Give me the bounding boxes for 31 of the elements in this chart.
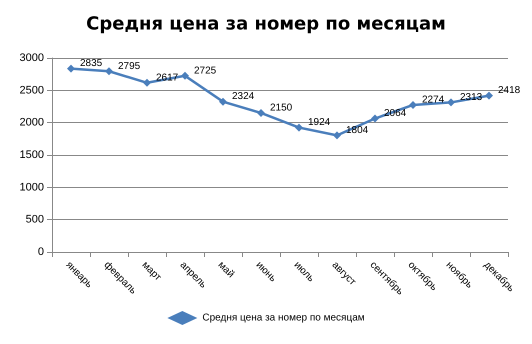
y-tick-label: 1500 (20, 149, 44, 161)
point (409, 100, 417, 109)
data-label: 2795 (118, 60, 141, 72)
data-label: 2324 (232, 91, 255, 102)
x-tick-label: май (216, 260, 236, 280)
y-tick-label: 500 (26, 214, 44, 226)
chart-title: Средня цена за номер по месяцам (86, 14, 446, 34)
data-label: 1924 (308, 117, 331, 128)
data-label: 2150 (270, 102, 293, 114)
point (485, 92, 493, 100)
y-tick-label: 1000 (20, 181, 44, 194)
point (295, 124, 303, 132)
point (67, 64, 75, 73)
y-tick-label: 2500 (20, 84, 44, 96)
point (333, 131, 341, 140)
point (371, 114, 379, 123)
data-label: 2418 (498, 85, 521, 96)
point (447, 98, 455, 106)
point (257, 108, 265, 117)
data-label: 2835 (80, 58, 103, 70)
point (143, 78, 151, 87)
point (219, 98, 227, 106)
legend-label: Средня цена за номер по месяцам (202, 312, 365, 324)
point (105, 67, 113, 76)
data-label: 2274 (422, 94, 445, 106)
y-tick-label: 3000 (20, 52, 44, 64)
data-label: 2725 (194, 65, 217, 76)
data-label: 1804 (346, 124, 369, 136)
y-tick-label: 0 (38, 246, 44, 258)
y-tick-label: 2000 (20, 116, 44, 129)
point (181, 72, 189, 80)
